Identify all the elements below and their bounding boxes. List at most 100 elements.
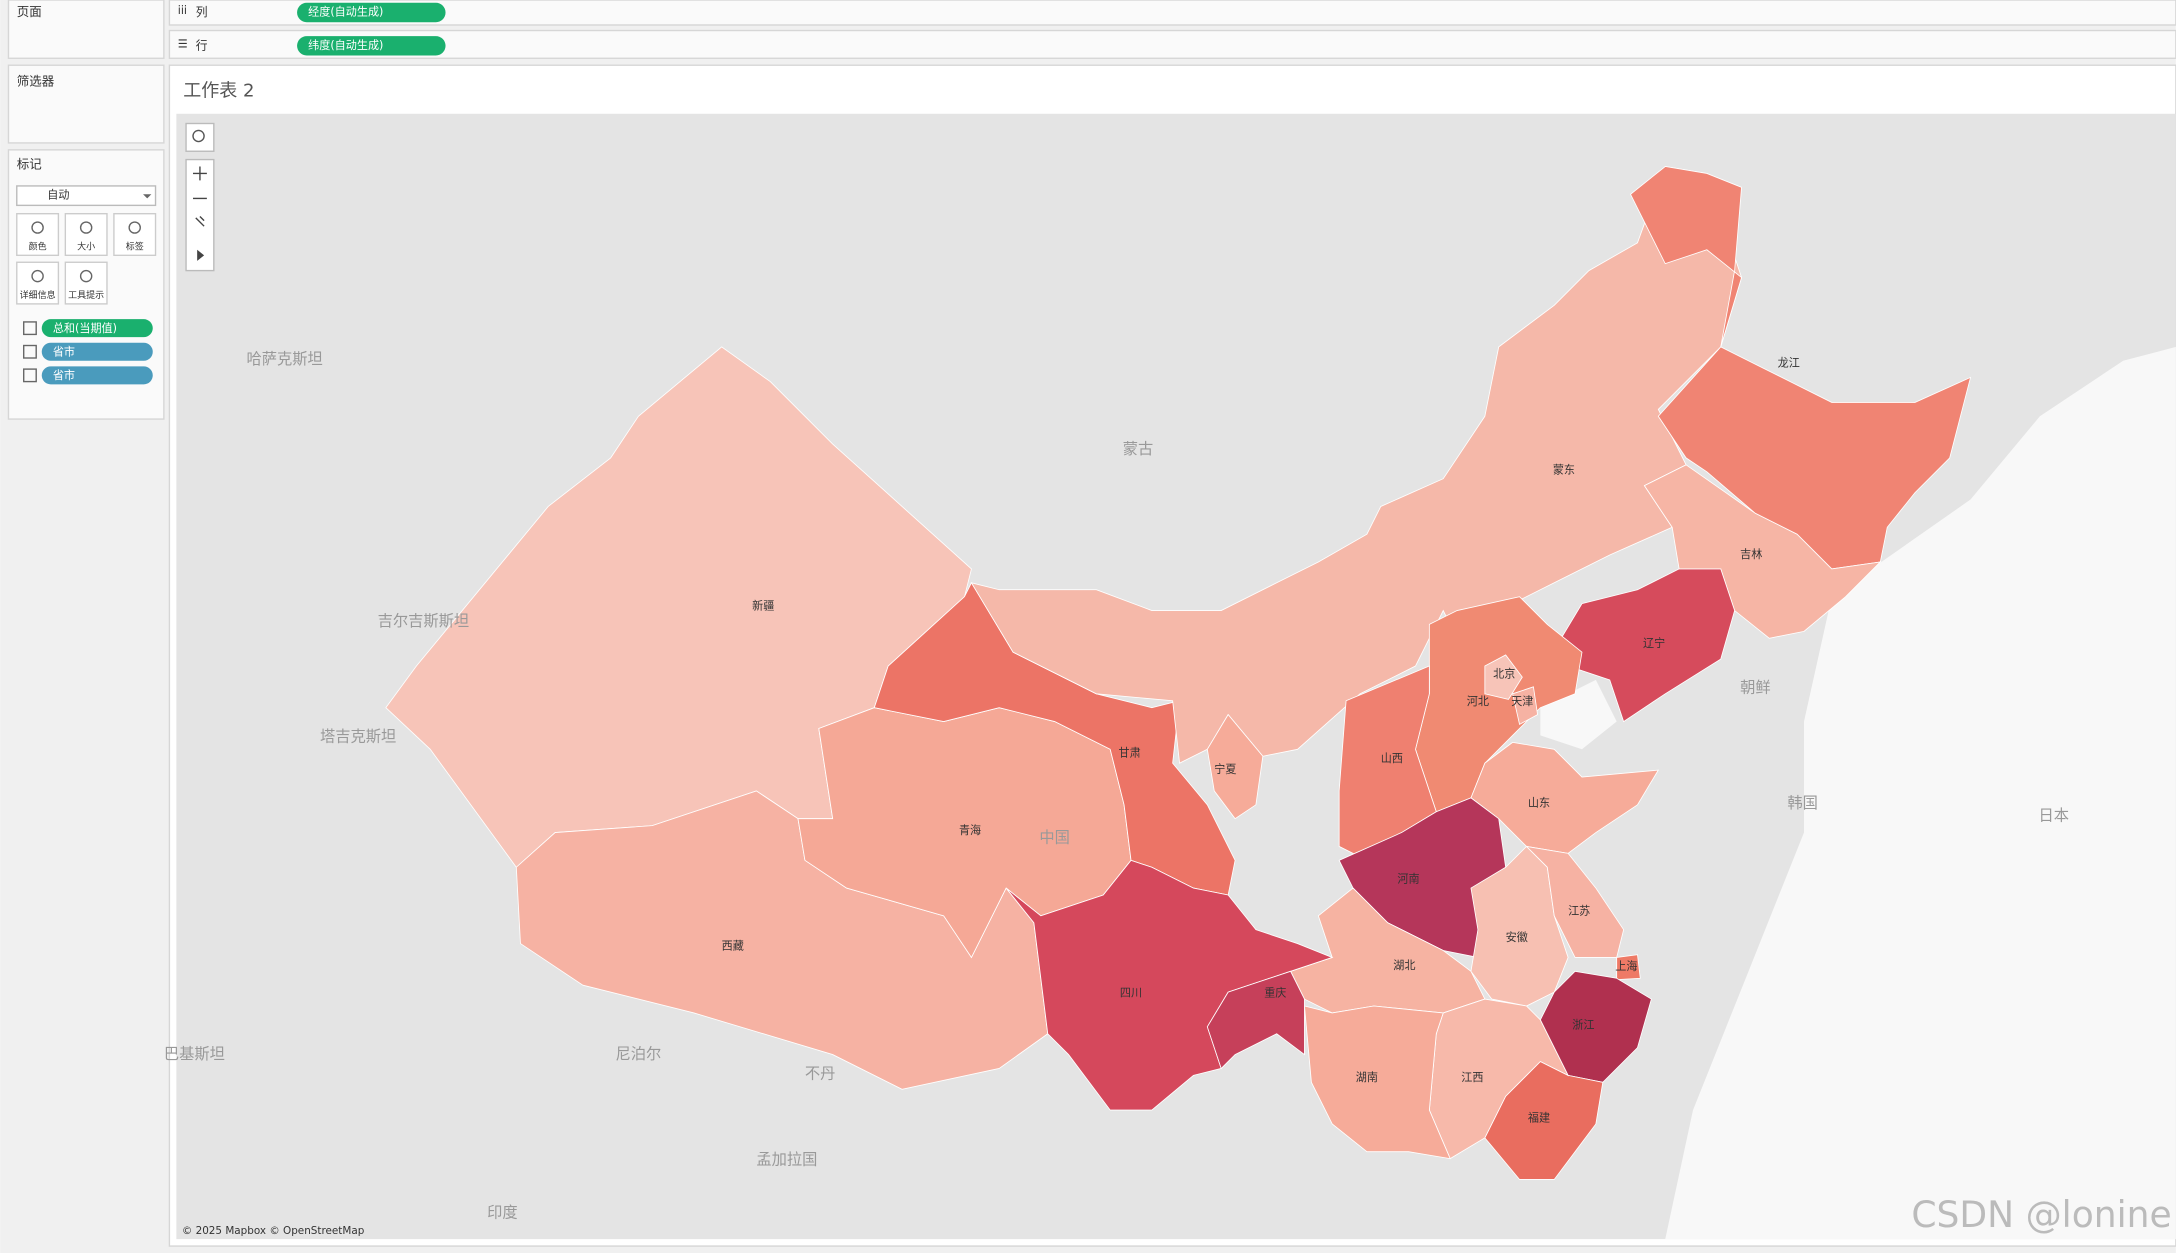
mark-button-icon: [79, 221, 93, 234]
province-label: 四川: [1120, 987, 1142, 1000]
field-pill-text: 总和(当期值): [53, 321, 117, 335]
mark-button[interactable]: [64, 212, 108, 257]
columns-label: 列: [196, 5, 208, 19]
base-map-label: 哈萨克斯坦: [246, 350, 322, 368]
province-label: 新疆: [752, 598, 774, 612]
search-button[interactable]: [185, 122, 215, 152]
province-label: 西藏: [722, 939, 744, 952]
mark-button[interactable]: [64, 261, 108, 305]
pin[interactable]: [195, 215, 205, 227]
mark-button[interactable]: [16, 212, 60, 257]
province-label: 湖北: [1393, 959, 1415, 972]
columns-icon: iii: [178, 4, 187, 17]
field-pill[interactable]: [41, 366, 153, 385]
base-map-label: 朝鲜: [1740, 679, 1771, 697]
rows-pill[interactable]: [297, 36, 446, 56]
base-map-label: 印度: [487, 1203, 518, 1221]
rows-shelf: [168, 29, 2176, 59]
mark-button-icon: [31, 221, 44, 234]
base-map-label: 日本: [2039, 806, 2070, 824]
mark-button-label: 颜色: [29, 240, 47, 252]
province-label: 甘肃: [1119, 746, 1141, 759]
province[interactable]: [1512, 686, 1539, 725]
province-label: 北京: [1493, 666, 1515, 680]
province-label: 上海: [1615, 959, 1637, 973]
columns-pill-text: 经度(自动生成): [308, 4, 383, 18]
province-label: 江苏: [1568, 905, 1590, 918]
columns-shelf: [168, 0, 2176, 26]
base-map-label: 巴基斯坦: [164, 1045, 225, 1063]
base-map-label: 蒙古: [1123, 440, 1154, 458]
province-label: 安徽: [1506, 930, 1528, 944]
mark-type-dropdown[interactable]: [16, 185, 157, 207]
field-pill[interactable]: [41, 342, 153, 361]
base-map-label: 中国: [1039, 829, 1070, 847]
mark-button-icon: [128, 221, 141, 234]
sheet-title: 工作表 2: [183, 81, 254, 102]
map-controls: [185, 122, 215, 272]
province-label: 宁夏: [1214, 762, 1236, 776]
pages-card: [7, 0, 165, 59]
rows-icon: ☰: [178, 37, 188, 50]
province-label: 湖南: [1356, 1071, 1378, 1084]
province-label: 重庆: [1264, 986, 1286, 1000]
province-label: 河北: [1467, 695, 1489, 708]
province-label: 龙江: [1778, 357, 1800, 370]
zoom-in[interactable]: [193, 166, 207, 181]
province[interactable]: [1484, 654, 1523, 700]
province-label: 辽宁: [1643, 636, 1665, 650]
field-pill-text: 省市: [53, 344, 75, 358]
province-label: 吉林: [1740, 547, 1762, 561]
province-label: 青海: [959, 823, 981, 837]
search-icon: [192, 129, 205, 143]
province-label: 河南: [1397, 873, 1419, 886]
mark-button-icon: [31, 269, 44, 283]
province[interactable]: [1303, 1005, 1451, 1160]
attribution: © 2025 Mapbox © OpenStreetMap: [182, 1225, 365, 1237]
base-map-label: 孟加拉国: [756, 1151, 817, 1169]
mark-button-label: 工具提示: [68, 290, 104, 301]
pages-label: 页面: [17, 4, 42, 19]
field-icon: [23, 344, 37, 359]
field-pill[interactable]: [41, 319, 153, 338]
province-label: 浙江: [1572, 1018, 1594, 1031]
province[interactable]: [1616, 954, 1641, 981]
field-icon: [23, 368, 37, 383]
mark-button[interactable]: [16, 261, 60, 305]
province[interactable]: [1470, 845, 1569, 1007]
columns-pill[interactable]: [297, 2, 446, 23]
province[interactable]: [1206, 970, 1305, 1070]
province-label: 江西: [1461, 1071, 1483, 1084]
mark-type: 自动: [47, 189, 69, 202]
zoom-toolbar: [185, 158, 215, 272]
province-label: 天津: [1511, 695, 1533, 708]
mark-button[interactable]: [113, 212, 157, 257]
sea: [1665, 346, 2176, 1240]
field-pill-text: 省市: [53, 368, 75, 382]
province-label: 山西: [1381, 752, 1403, 765]
province-label: 福建: [1528, 1110, 1550, 1124]
mark-button-label: 详细信息: [20, 289, 56, 301]
dropdown-arrow: [143, 194, 152, 199]
base-map-label: 尼泊尔: [616, 1045, 662, 1063]
field-icon: [23, 321, 37, 336]
base-map-label: 不丹: [805, 1065, 836, 1083]
filters-card: [7, 64, 165, 144]
province-label: 蒙东: [1553, 463, 1575, 476]
province[interactable]: [1470, 741, 1660, 854]
base-map-label: 塔吉克斯坦: [320, 727, 396, 745]
more[interactable]: [197, 249, 205, 261]
province-label: 山东: [1528, 796, 1550, 809]
base-map-label: 吉尔吉斯斯坦: [378, 612, 470, 630]
filters-label: 筛选器: [17, 73, 55, 88]
province[interactable]: [1560, 568, 1736, 723]
province[interactable]: [1206, 713, 1264, 820]
mark-button-label: 大小: [77, 240, 95, 252]
marks-label: 标记: [17, 157, 42, 172]
mark-button-icon: [79, 269, 93, 283]
